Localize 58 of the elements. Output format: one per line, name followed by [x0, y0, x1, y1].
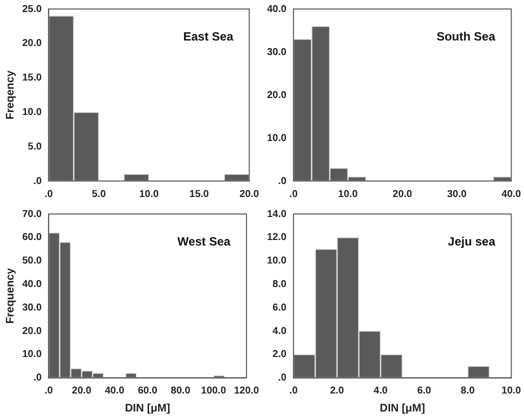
y-tick-label: 20.0	[266, 90, 287, 101]
x-tick-label: 5.0	[92, 188, 106, 200]
y-tick-label: 30.0	[266, 46, 287, 58]
x-tick-label: 2.0	[330, 386, 344, 397]
y-tick-label: 5.0	[28, 141, 42, 152]
x-tick-label: 60.0	[138, 386, 158, 397]
y-tick-label: 20.0	[22, 38, 42, 50]
annotation: West Sea	[177, 234, 231, 248]
y-tick-label: .0	[33, 372, 42, 384]
x-tick-label: 40.0	[104, 386, 125, 397]
x-tick-label: 10.0	[139, 188, 160, 200]
y-tick-label: .0	[278, 372, 287, 384]
y-tick-label: 12.0	[266, 232, 287, 244]
y-tick-label: 70.0	[22, 208, 42, 220]
y-tick-label: .0	[33, 176, 42, 187]
y-tick-label: 30.0	[22, 302, 42, 314]
x-tick-label: .0	[44, 386, 54, 397]
y-tick-label: 10.0	[266, 256, 287, 267]
x-axis-title: DIN [μM]	[124, 402, 171, 414]
y-tick-label: 50.0	[22, 256, 42, 267]
x-tick-label: .0	[289, 386, 298, 397]
x-tick-label: 20.0	[240, 188, 260, 200]
y-tick-label: 8.0	[272, 278, 287, 290]
y-tick-label: 14.0	[266, 208, 287, 220]
y-tick-label: 40.0	[266, 4, 287, 15]
x-tick-label: 20.0	[72, 386, 92, 397]
x-tick-label: 4.0	[374, 386, 388, 397]
x-tick-label: 100.0	[201, 386, 226, 397]
y-axis-title: Frequency	[4, 267, 17, 324]
annotation: East Sea	[183, 29, 234, 44]
y-tick-label: 40.0	[22, 278, 42, 290]
x-tick-label: .0	[44, 188, 54, 200]
annotation: Jeju sea	[448, 234, 496, 248]
y-tick-label: 10.0	[22, 106, 42, 118]
y-tick-label: 4.0	[272, 326, 287, 337]
y-tick-label: 2.0	[272, 349, 287, 360]
y-tick-label: 15.0	[22, 72, 42, 84]
x-tick-label: 120.0	[234, 386, 260, 397]
y-tick-label: 25.0	[22, 4, 42, 15]
y-tick-label: .0	[278, 176, 287, 187]
x-tick-label: 8.0	[460, 386, 476, 397]
y-tick-label: 10.0	[266, 132, 287, 144]
y-tick-label: 6.0	[272, 302, 287, 314]
y-tick-label: 20.0	[22, 326, 42, 337]
x-tick-label: 20.0	[392, 188, 413, 200]
y-tick-label: 10.0	[22, 349, 42, 360]
y-axis-title: Freqency	[4, 70, 17, 120]
annotation: South Sea	[436, 29, 496, 44]
x-tick-label: 40.0	[502, 188, 522, 200]
x-tick-label: 10.0	[502, 386, 522, 397]
x-tick-label: 15.0	[189, 188, 210, 200]
x-tick-label: 6.0	[417, 386, 432, 397]
y-tick-label: 60.0	[22, 232, 42, 244]
x-tick-label: 10.0	[338, 188, 358, 200]
x-tick-label: .0	[289, 188, 298, 200]
x-tick-label: 30.0	[447, 188, 467, 200]
x-axis-title: DIN [μM]	[380, 402, 426, 414]
x-tick-label: 80.0	[170, 386, 191, 397]
